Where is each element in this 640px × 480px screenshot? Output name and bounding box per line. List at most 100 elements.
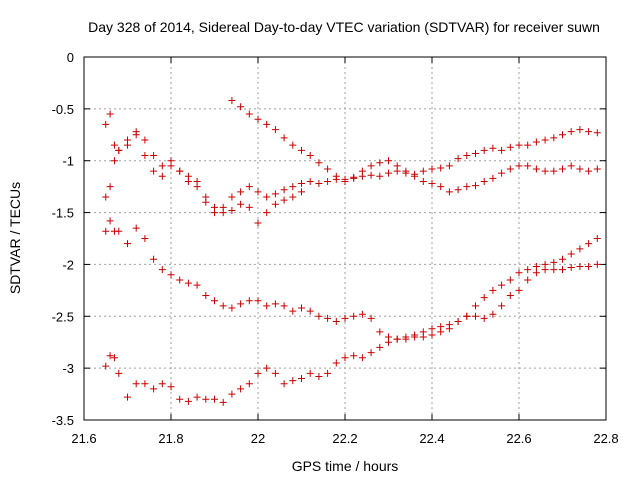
data-point-track-b: [124, 141, 131, 149]
data-point-track-d: [102, 227, 110, 235]
data-point-track-a: [106, 110, 114, 118]
data-point-track-d: [115, 227, 123, 235]
data-point-track-e: [289, 377, 297, 385]
data-point-track-e: [167, 383, 175, 391]
data-point-track-e: [202, 395, 210, 403]
data-point-track-b: [211, 203, 218, 211]
data-point-track-a: [567, 128, 575, 136]
data-point-track-e: [506, 292, 514, 300]
data-point-track-a: [524, 141, 532, 149]
data-point-track-d: [263, 302, 271, 310]
x-tick-label: 21.8: [158, 431, 183, 446]
data-point-track-a: [506, 143, 514, 151]
data-point-track-b: [237, 200, 245, 208]
data-point-track-e: [402, 335, 410, 343]
data-point-track-d: [228, 304, 236, 312]
data-point-track-e: [411, 333, 419, 341]
data-point-track-b: [280, 196, 288, 204]
data-point-track-e: [280, 380, 288, 388]
data-point-track-e: [211, 395, 218, 403]
y-tick-label: 0: [67, 50, 74, 65]
y-tick-label: -0.5: [52, 102, 74, 117]
data-point-track-d: [193, 281, 201, 289]
data-point-track-a: [576, 126, 584, 134]
data-point-track-d: [289, 307, 297, 315]
data-point-track-a: [454, 155, 462, 163]
y-tick-label: -3.5: [52, 413, 74, 428]
data-point-track-c: [515, 162, 523, 170]
data-point-track-a: [376, 172, 384, 180]
data-point-track-d: [211, 297, 218, 305]
data-point-track-e: [184, 397, 192, 405]
data-point-track-a: [254, 188, 262, 196]
data-point-track-e: [463, 312, 471, 320]
data-point-track-e: [271, 369, 279, 377]
data-point-track-a: [419, 167, 427, 175]
data-point-track-e: [193, 393, 201, 401]
data-point-track-c: [559, 165, 566, 173]
data-point-track-d: [184, 279, 192, 287]
data-point-track-b: [141, 136, 149, 144]
data-point-track-e: [150, 385, 158, 393]
data-point-track-e: [576, 263, 584, 271]
x-axis-label: GPS time / hours: [292, 458, 399, 474]
data-point-track-d: [132, 224, 140, 232]
data-point-track-e: [385, 338, 392, 346]
data-point-track-a: [489, 144, 497, 152]
data-point-track-d: [358, 310, 366, 318]
data-point-track-d: [532, 263, 540, 271]
data-point-track-b: [219, 209, 227, 217]
data-point-track-d: [480, 294, 488, 302]
data-point-track-a: [280, 186, 288, 194]
data-point-track-b: [176, 167, 184, 175]
data-point-track-c: [228, 97, 236, 105]
data-point-track-a: [585, 128, 593, 136]
x-tick-label: 22.2: [332, 431, 357, 446]
data-point-track-a: [463, 152, 471, 160]
data-point-track-e: [428, 331, 436, 339]
x-tick-label: 22: [251, 431, 265, 446]
data-point-track-d: [124, 240, 131, 248]
data-point-track-b: [132, 128, 140, 136]
data-point-track-e: [306, 369, 314, 377]
data-point-track-d: [428, 325, 436, 333]
x-tick-label: 22.4: [419, 431, 444, 446]
data-point-track-c: [324, 165, 332, 173]
data-point-track-c: [393, 162, 401, 170]
data-point-track-e: [541, 266, 549, 274]
data-point-track-e: [419, 333, 427, 341]
y-tick-label: -2.5: [52, 309, 74, 324]
data-point-track-e: [437, 328, 445, 336]
data-point-track-a: [150, 167, 158, 175]
data-point-track-c: [332, 172, 340, 180]
x-tick-labels: 21.6 21.8 22 22.2 22.4 22.6 22.8: [71, 431, 618, 446]
data-point-track-e: [515, 286, 523, 294]
data-point-track-e: [115, 369, 123, 377]
data-point-track-c: [463, 183, 471, 191]
data-point-track-e: [254, 369, 262, 377]
data-point-track-e: [445, 325, 453, 333]
data-point-track-c: [489, 174, 497, 182]
grid: [84, 57, 606, 420]
data-point-track-e: [498, 302, 506, 310]
data-point-track-d: [254, 297, 262, 305]
data-point-track-a: [298, 180, 305, 188]
data-point-track-e: [489, 310, 497, 318]
data-point-track-e: [219, 398, 227, 406]
data-point-track-e: [524, 276, 532, 284]
data-point-track-c: [550, 167, 558, 175]
data-point-track-e: [393, 335, 401, 343]
data-point-track-d: [515, 269, 523, 277]
data-point-track-e: [332, 359, 340, 367]
plot-frame: [83, 56, 607, 421]
data-points: [102, 97, 601, 406]
data-point-track-c: [402, 167, 410, 175]
data-point-track-e: [110, 354, 118, 362]
data-point-track-a: [315, 180, 323, 188]
data-point-track-c: [376, 159, 384, 167]
data-point-track-c: [498, 169, 506, 177]
data-point-track-e: [376, 343, 384, 351]
data-point-track-c: [358, 167, 366, 175]
data-point-track-d: [341, 314, 349, 322]
